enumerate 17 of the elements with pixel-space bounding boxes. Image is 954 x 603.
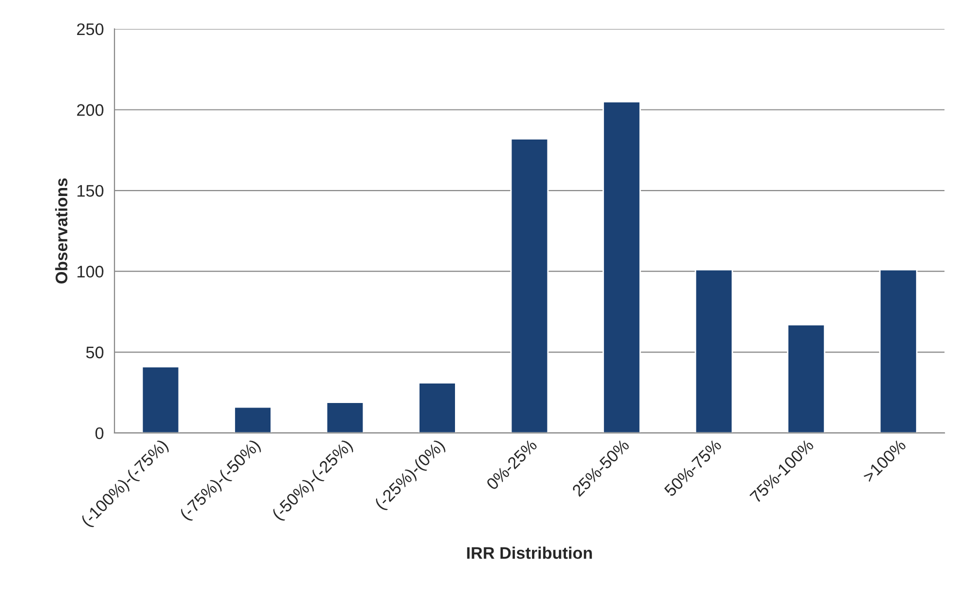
bar xyxy=(510,138,549,433)
bar xyxy=(879,269,918,433)
x-axis-title: IRR Distribution xyxy=(467,546,592,559)
bar xyxy=(602,100,641,433)
bar xyxy=(418,382,456,433)
y-tick-label: 50 xyxy=(86,346,104,358)
bar xyxy=(786,324,826,433)
y-tick-label: 0 xyxy=(95,427,104,440)
y-axis-title: Observations xyxy=(55,178,68,284)
bar xyxy=(326,402,364,433)
y-tick-label: 200 xyxy=(77,104,104,116)
y-tick-label: 150 xyxy=(78,184,104,197)
y-tick-label: 250 xyxy=(77,23,104,36)
bar xyxy=(694,269,734,433)
bar xyxy=(141,366,180,433)
y-tick-label: 100 xyxy=(78,266,104,278)
bar xyxy=(234,406,272,433)
